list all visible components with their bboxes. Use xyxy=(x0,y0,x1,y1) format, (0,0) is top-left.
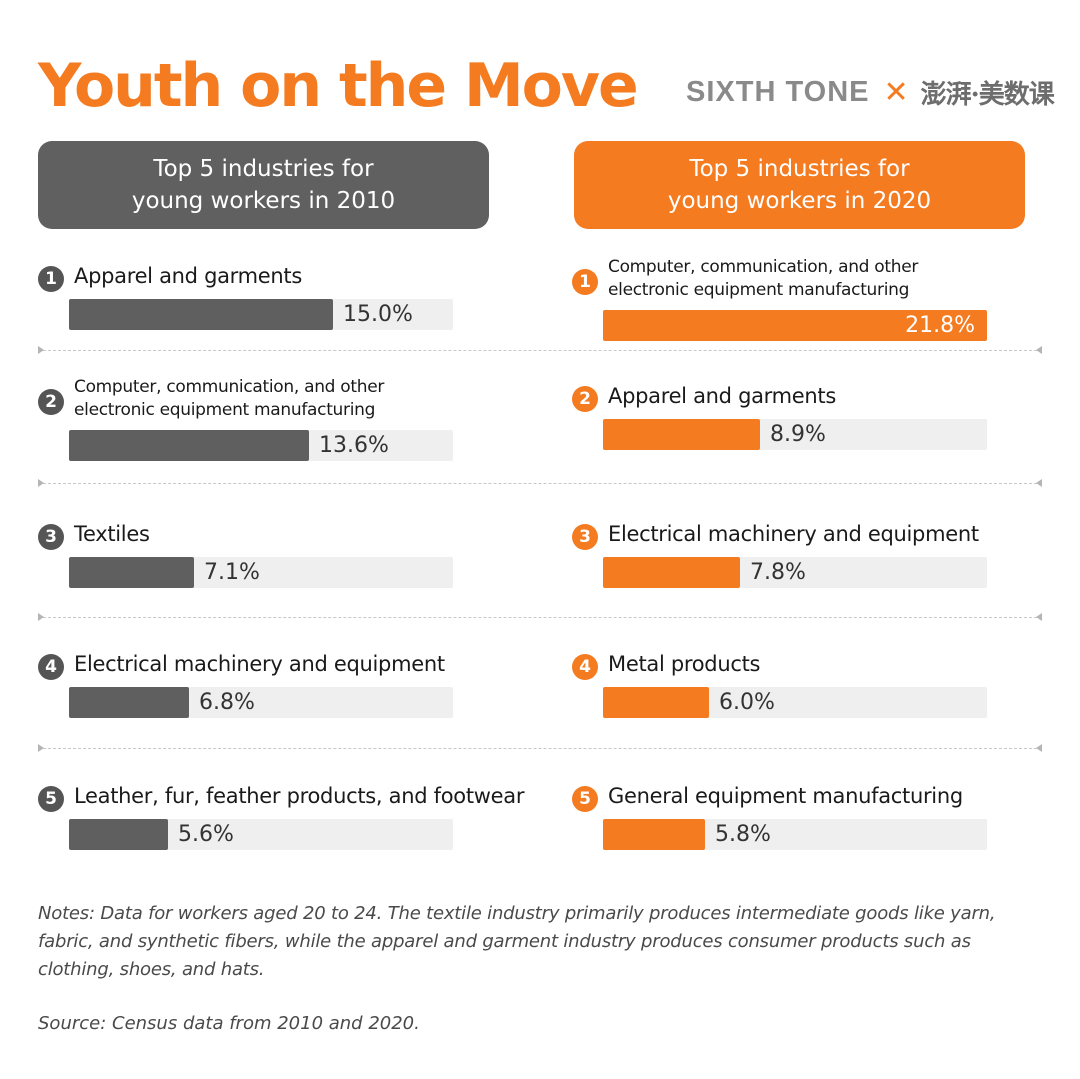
header-2010-line-1: Top 5 industries for xyxy=(153,156,374,182)
bar-track: 8.9% xyxy=(603,419,987,450)
row-divider xyxy=(38,346,1042,354)
bar-row-2020: 3 Electrical machinery and equipment 7.8% xyxy=(572,516,1052,626)
category-label: Textiles xyxy=(74,521,150,547)
bar-row-2010: 2 Computer, communication, and other elect… xyxy=(38,376,518,488)
source-text: Source: Census data from 2010 and 2020. xyxy=(38,1013,420,1034)
sixth-tone-logo: SIXTH TONE xyxy=(686,75,870,108)
bar-track: 21.8% xyxy=(603,310,987,341)
bar-2010 xyxy=(69,687,189,718)
header-2020: Top 5 industries for young workers in 20… xyxy=(574,141,1025,229)
category-label: General equipment manufacturing xyxy=(608,783,963,809)
rank-badge: 4 xyxy=(572,654,598,680)
row-divider xyxy=(38,479,1042,487)
bar-2020 xyxy=(603,310,987,341)
row-divider xyxy=(38,744,1042,752)
value-label: 15.0% xyxy=(343,302,413,327)
value-label: 6.0% xyxy=(719,690,775,715)
header-2010: Top 5 industries for young workers in 20… xyxy=(38,141,489,229)
bar-row-2010: 4 Electrical machinery and equipment 6.8% xyxy=(38,646,518,756)
brand-logos: SIXTH TONE ✕ 澎湃·美数课 xyxy=(686,72,1055,112)
bar-2020 xyxy=(603,819,705,850)
category-label-line: electronic equipment manufacturing xyxy=(608,280,910,300)
bar-row-2020: 4 Metal products 6.0% xyxy=(572,646,1052,756)
bar-row-2010: 1 Apparel and garments 15.0% xyxy=(38,258,518,368)
page-title: Youth on the Move xyxy=(38,51,639,121)
category-label: Metal products xyxy=(608,651,760,677)
thepaper-logo: 澎湃·美数课 xyxy=(920,79,1055,110)
bar-track: 15.0% xyxy=(69,299,453,330)
bar-2010 xyxy=(69,299,333,330)
bar-row-2020: 2 Apparel and garments 8.9% xyxy=(572,378,1052,488)
bar-row-2020: 1 Computer, communication, and other elect… xyxy=(572,256,1052,368)
category-label-line: Apparel and garments xyxy=(608,384,837,408)
notes-text: Notes: Data for workers aged 20 to 24. T… xyxy=(38,903,996,980)
category-label-line: Apparel and garments xyxy=(74,264,303,288)
category-label: Apparel and garments xyxy=(74,263,302,289)
rank-badge: 2 xyxy=(572,386,598,412)
category-label-line: Electrical machinery and equipment xyxy=(608,522,979,546)
bar-track: 6.8% xyxy=(69,687,453,718)
rank-badge: 3 xyxy=(38,524,64,550)
value-label: 21.8% xyxy=(905,313,975,338)
category-label-line: electronic equipment manufacturing xyxy=(74,400,376,420)
bar-track: 6.0% xyxy=(603,687,987,718)
rank-badge: 1 xyxy=(38,266,64,292)
bar-track: 5.6% xyxy=(69,819,453,850)
bar-track: 7.8% xyxy=(603,557,987,588)
category-label: Computer, communication, and other electr… xyxy=(608,256,918,302)
category-label-line: Computer, communication, and other xyxy=(74,377,385,397)
bar-2020 xyxy=(603,687,709,718)
bar-row-2010: 3 Textiles 7.1% xyxy=(38,516,518,626)
category-label-line: Textiles xyxy=(74,522,150,546)
bar-2010 xyxy=(69,557,194,588)
category-label: Computer, communication, and other electr… xyxy=(74,376,384,422)
header-2020-line-2: young workers in 2020 xyxy=(667,188,932,214)
category-label-line: Computer, communication, and other xyxy=(608,257,919,277)
rank-badge: 3 xyxy=(572,524,598,550)
bar-row-2020: 5 General equipment manufacturing 5.8% xyxy=(572,778,1052,888)
rank-badge: 5 xyxy=(572,786,598,812)
category-label-line: Metal products xyxy=(608,652,761,676)
bar-2010 xyxy=(69,430,309,461)
header-2010-line-2: young workers in 2010 xyxy=(131,188,396,214)
category-label-line: Leather, fur, feather products, and foot… xyxy=(74,784,525,808)
row-divider xyxy=(38,613,1042,621)
category-label-line: Electrical machinery and equipment xyxy=(74,652,445,676)
value-label: 5.6% xyxy=(178,822,234,847)
value-label: 5.8% xyxy=(715,822,771,847)
value-label: 7.1% xyxy=(204,560,260,585)
category-label: Electrical machinery and equipment xyxy=(608,521,979,547)
category-label-line: General equipment manufacturing xyxy=(608,784,963,808)
value-label: 7.8% xyxy=(750,560,806,585)
category-label: Apparel and garments xyxy=(608,383,836,409)
category-label: Electrical machinery and equipment xyxy=(74,651,445,677)
bar-2020 xyxy=(603,419,760,450)
category-label: Leather, fur, feather products, and foot… xyxy=(74,783,524,809)
bar-track: 7.1% xyxy=(69,557,453,588)
bar-track: 13.6% xyxy=(69,430,453,461)
bar-2020 xyxy=(603,557,740,588)
value-label: 8.9% xyxy=(770,422,826,447)
rank-badge: 5 xyxy=(38,786,64,812)
rank-badge: 2 xyxy=(38,389,64,415)
rank-badge: 1 xyxy=(572,269,598,295)
value-label: 13.6% xyxy=(319,433,389,458)
collaboration-x-icon: ✕ xyxy=(883,75,909,109)
header-2020-line-1: Top 5 industries for xyxy=(689,156,910,182)
bar-2010 xyxy=(69,819,168,850)
value-label: 6.8% xyxy=(199,690,255,715)
bar-track: 5.8% xyxy=(603,819,987,850)
bar-row-2010: 5 Leather, fur, feather products, and foo… xyxy=(38,778,524,888)
rank-badge: 4 xyxy=(38,654,64,680)
